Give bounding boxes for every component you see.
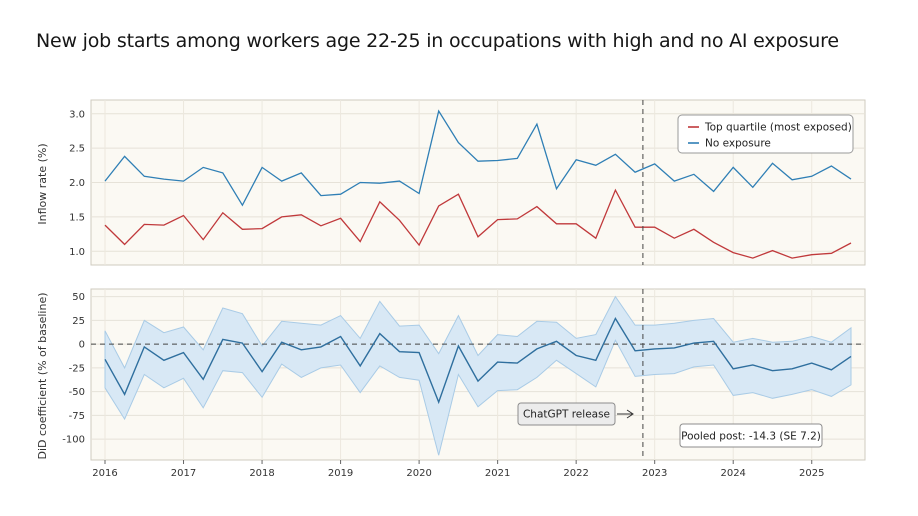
bottom-y-tick-label: 0 <box>79 340 85 351</box>
pooled-label-box <box>679 423 823 448</box>
bottom-y-tick-label: -100 <box>62 435 85 446</box>
chart-title: New job starts among workers age 22-25 i… <box>36 30 839 52</box>
bottom-y-tick-label: 50 <box>72 292 85 303</box>
top-y-axis-label: Inflow rate (%) <box>36 143 49 224</box>
x-tick-label: 2021 <box>485 468 510 479</box>
bottom-y-tick-label: -75 <box>69 411 85 422</box>
legend: Top quartile (most exposed) No exposure <box>677 114 854 154</box>
x-tick-label: 2018 <box>249 468 274 479</box>
x-tick-label: 2025 <box>799 468 824 479</box>
top-y-tick-label: 1.0 <box>69 247 85 258</box>
x-tick-label: 2020 <box>406 468 431 479</box>
top-y-tick-label: 2.5 <box>69 144 85 155</box>
x-tick-label: 2023 <box>642 468 667 479</box>
bottom-y-tick-label: -50 <box>69 387 85 398</box>
x-tick-label: 2019 <box>328 468 353 479</box>
top-y-tick-label: 2.0 <box>69 178 85 189</box>
series-line-did <box>104 317 852 405</box>
x-tick-label: 2022 <box>563 468 588 479</box>
bottom-y-tick-label: 25 <box>72 316 85 327</box>
pooled-label: Pooled post: -14.3 (SE 7.2) <box>681 431 821 443</box>
top-y-tick-label: 1.5 <box>69 212 85 223</box>
series-line-no-exposure <box>104 109 852 207</box>
bottom-y-ticks: 50 25 0 -25 -50 -75 -100 <box>62 292 85 446</box>
legend-box <box>677 114 854 154</box>
x-tick-label: 2017 <box>171 468 196 479</box>
legend-label-top-quartile: Top quartile (most exposed) <box>704 122 852 134</box>
legend-label-no-exposure: No exposure <box>705 138 771 150</box>
top-y-tick-label: 3.0 <box>69 109 85 120</box>
x-tick-label: 2024 <box>720 468 745 479</box>
release-label-box <box>517 402 616 426</box>
chatgpt-release-annotation: ChatGPT release <box>517 402 634 426</box>
pooled-annotation: Pooled post: -14.3 (SE 7.2) <box>679 423 823 448</box>
top-y-ticks: 1.0 1.5 2.0 2.5 3.0 <box>69 109 85 258</box>
bottom-y-tick-label: -25 <box>69 363 85 374</box>
series-line-top-quartile <box>104 188 852 259</box>
x-tick-label: 2016 <box>92 468 117 479</box>
confidence-band <box>104 295 852 456</box>
release-label: ChatGPT release <box>523 409 610 421</box>
bottom-y-axis-label: DiD coefficient (% of baseline) <box>36 292 49 459</box>
release-arrow-head <box>626 409 634 419</box>
x-ticks: 2016 2017 2018 2019 2020 2021 2022 2023 2024 2025 <box>92 460 824 479</box>
